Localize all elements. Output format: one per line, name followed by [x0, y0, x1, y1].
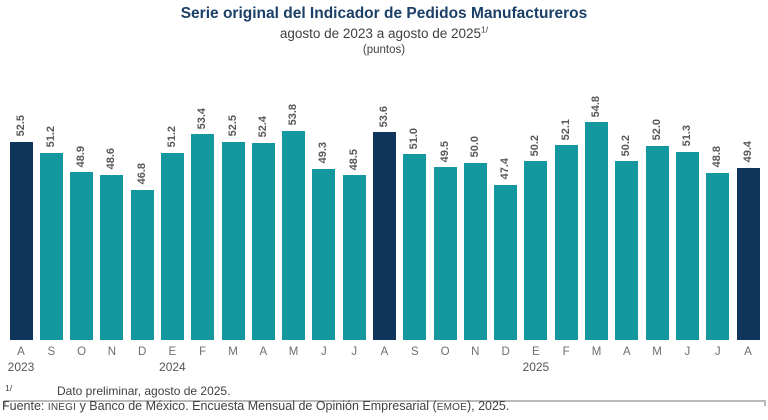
bar-value-label: 52.0: [650, 119, 663, 141]
x-axis-month-label: N: [107, 346, 117, 358]
bar: [100, 174, 124, 340]
footnote-marker: 1/: [5, 383, 13, 393]
x-axis-month-label: S: [47, 346, 56, 358]
bar: [463, 162, 487, 340]
bar-value-label: 48.8: [711, 146, 724, 168]
bar-value-label: 51.3: [680, 125, 693, 147]
x-axis-month-label: D: [138, 346, 147, 358]
bar-value-label: 49.4: [741, 141, 754, 163]
x-axis-month-label: J: [684, 346, 691, 358]
bar-value-label: 53.4: [196, 107, 209, 130]
x-axis-month-label: F: [562, 346, 570, 358]
x-axis-month-label: J: [321, 346, 327, 358]
bar: [736, 167, 760, 340]
x-axis-month-label: M: [652, 346, 662, 358]
bar: [282, 130, 306, 340]
x-axis-left-tick: [4, 400, 6, 406]
x-axis-month-label: A: [380, 346, 389, 358]
bar: [191, 134, 215, 340]
x-axis-month-label: O: [77, 346, 87, 358]
x-axis-month-label: M: [288, 346, 299, 358]
x-axis-month-label: M: [228, 346, 238, 358]
bar: [9, 141, 33, 340]
bar-value-label: 49.3: [317, 142, 330, 164]
x-axis-year-label: 2025: [522, 360, 550, 374]
x-axis-month-label: A: [17, 346, 25, 358]
bar: [554, 145, 578, 340]
bar-value-label: 50.2: [529, 134, 542, 157]
bar-value-label: 52.5: [14, 115, 27, 137]
bar-value-label: 52.1: [559, 118, 572, 140]
x-axis-month-label: S: [410, 346, 419, 358]
x-axis-month-label: E: [532, 346, 540, 358]
bar-value-label: 51.2: [165, 126, 178, 148]
x-axis-month-label: D: [501, 346, 510, 358]
bar-value-label: 48.5: [347, 148, 360, 171]
bar: [494, 184, 518, 340]
bar-value-label: 52.5: [226, 115, 239, 137]
bar-value-label: 48.6: [105, 148, 118, 170]
bar: [312, 168, 336, 340]
bar: [160, 152, 184, 340]
x-axis-month-label: A: [744, 346, 752, 358]
bar: [524, 161, 548, 340]
bar-value-label: 51.0: [408, 127, 421, 150]
bar-value-label: 46.8: [135, 163, 148, 185]
bar-value-label: 49.5: [438, 140, 451, 162]
bar: [403, 154, 427, 340]
bar: [433, 167, 457, 340]
x-axis-right-tick: [764, 400, 766, 406]
bar: [675, 151, 699, 340]
chart-units-label: (puntos): [362, 44, 406, 56]
source-emoe-acronym: EMOE: [436, 402, 467, 413]
source-text-part: ), 2025.: [466, 399, 510, 413]
bar-value-label: 54.8: [590, 95, 602, 118]
x-axis-month-label: A: [622, 346, 631, 358]
x-axis-month-label: J: [351, 346, 358, 358]
chart-subtitle-text: agosto de 2023 a agosto de 2025: [279, 26, 482, 41]
x-axis-month-label: A: [259, 346, 268, 358]
chart-header: Serie original del Indicador de Pedidos …: [0, 4, 768, 58]
x-axis-month-label: F: [199, 346, 207, 358]
bar: [373, 132, 396, 340]
bar-value-label: 50.0: [468, 136, 481, 158]
x-axis-month-label: J: [714, 346, 721, 358]
bar: [615, 161, 639, 340]
x-axis-year-label: 2023: [7, 360, 35, 374]
bar-value-label: 48.9: [75, 145, 88, 167]
footnote-text: Dato preliminar, agosto de 2025.: [57, 384, 231, 398]
source-text-part: y Banco de México. Encuesta Mensual de O…: [76, 399, 437, 413]
x-axis-month-label: O: [440, 346, 450, 358]
source-text-part: Fuente:: [2, 399, 48, 413]
bar: [342, 175, 366, 340]
bar: [585, 122, 608, 340]
chart-subtitle: agosto de 2023 a agosto de 20251/: [0, 24, 768, 43]
bar-value-label: 52.4: [256, 116, 269, 138]
bar-value-label: 53.8: [287, 104, 300, 126]
chart-title: Serie original del Indicador de Pedidos …: [180, 5, 588, 22]
plot-area: 52.5 51.2 48.9 48.6 46.8 51.2 53.4 52.5 52.4 53.8…: [0, 60, 768, 406]
bar: [39, 152, 63, 340]
bar-value-label: 53.6: [378, 105, 390, 128]
x-axis-year-label: 2024: [159, 360, 186, 374]
source-line: Fuente: INEGI y Banco de México. Encuest…: [2, 399, 766, 415]
x-axis-month-label: E: [168, 346, 177, 358]
source-inegi-acronym: INEGI: [47, 402, 77, 413]
x-axis-month-label: M: [591, 346, 602, 358]
x-axis-month-label: N: [471, 346, 480, 358]
bar: [645, 145, 669, 340]
bar: [251, 142, 275, 340]
bar-value-label: 47.4: [499, 158, 512, 180]
bar: [221, 141, 245, 340]
bar: [130, 189, 154, 340]
bar: [706, 172, 730, 340]
bar-value-label: 51.2: [44, 126, 57, 148]
x-axis-line: [4, 400, 766, 402]
bar: [70, 172, 94, 340]
subtitle-footnote-marker: 1/: [481, 24, 489, 35]
bar-value-label: 50.2: [620, 134, 633, 157]
